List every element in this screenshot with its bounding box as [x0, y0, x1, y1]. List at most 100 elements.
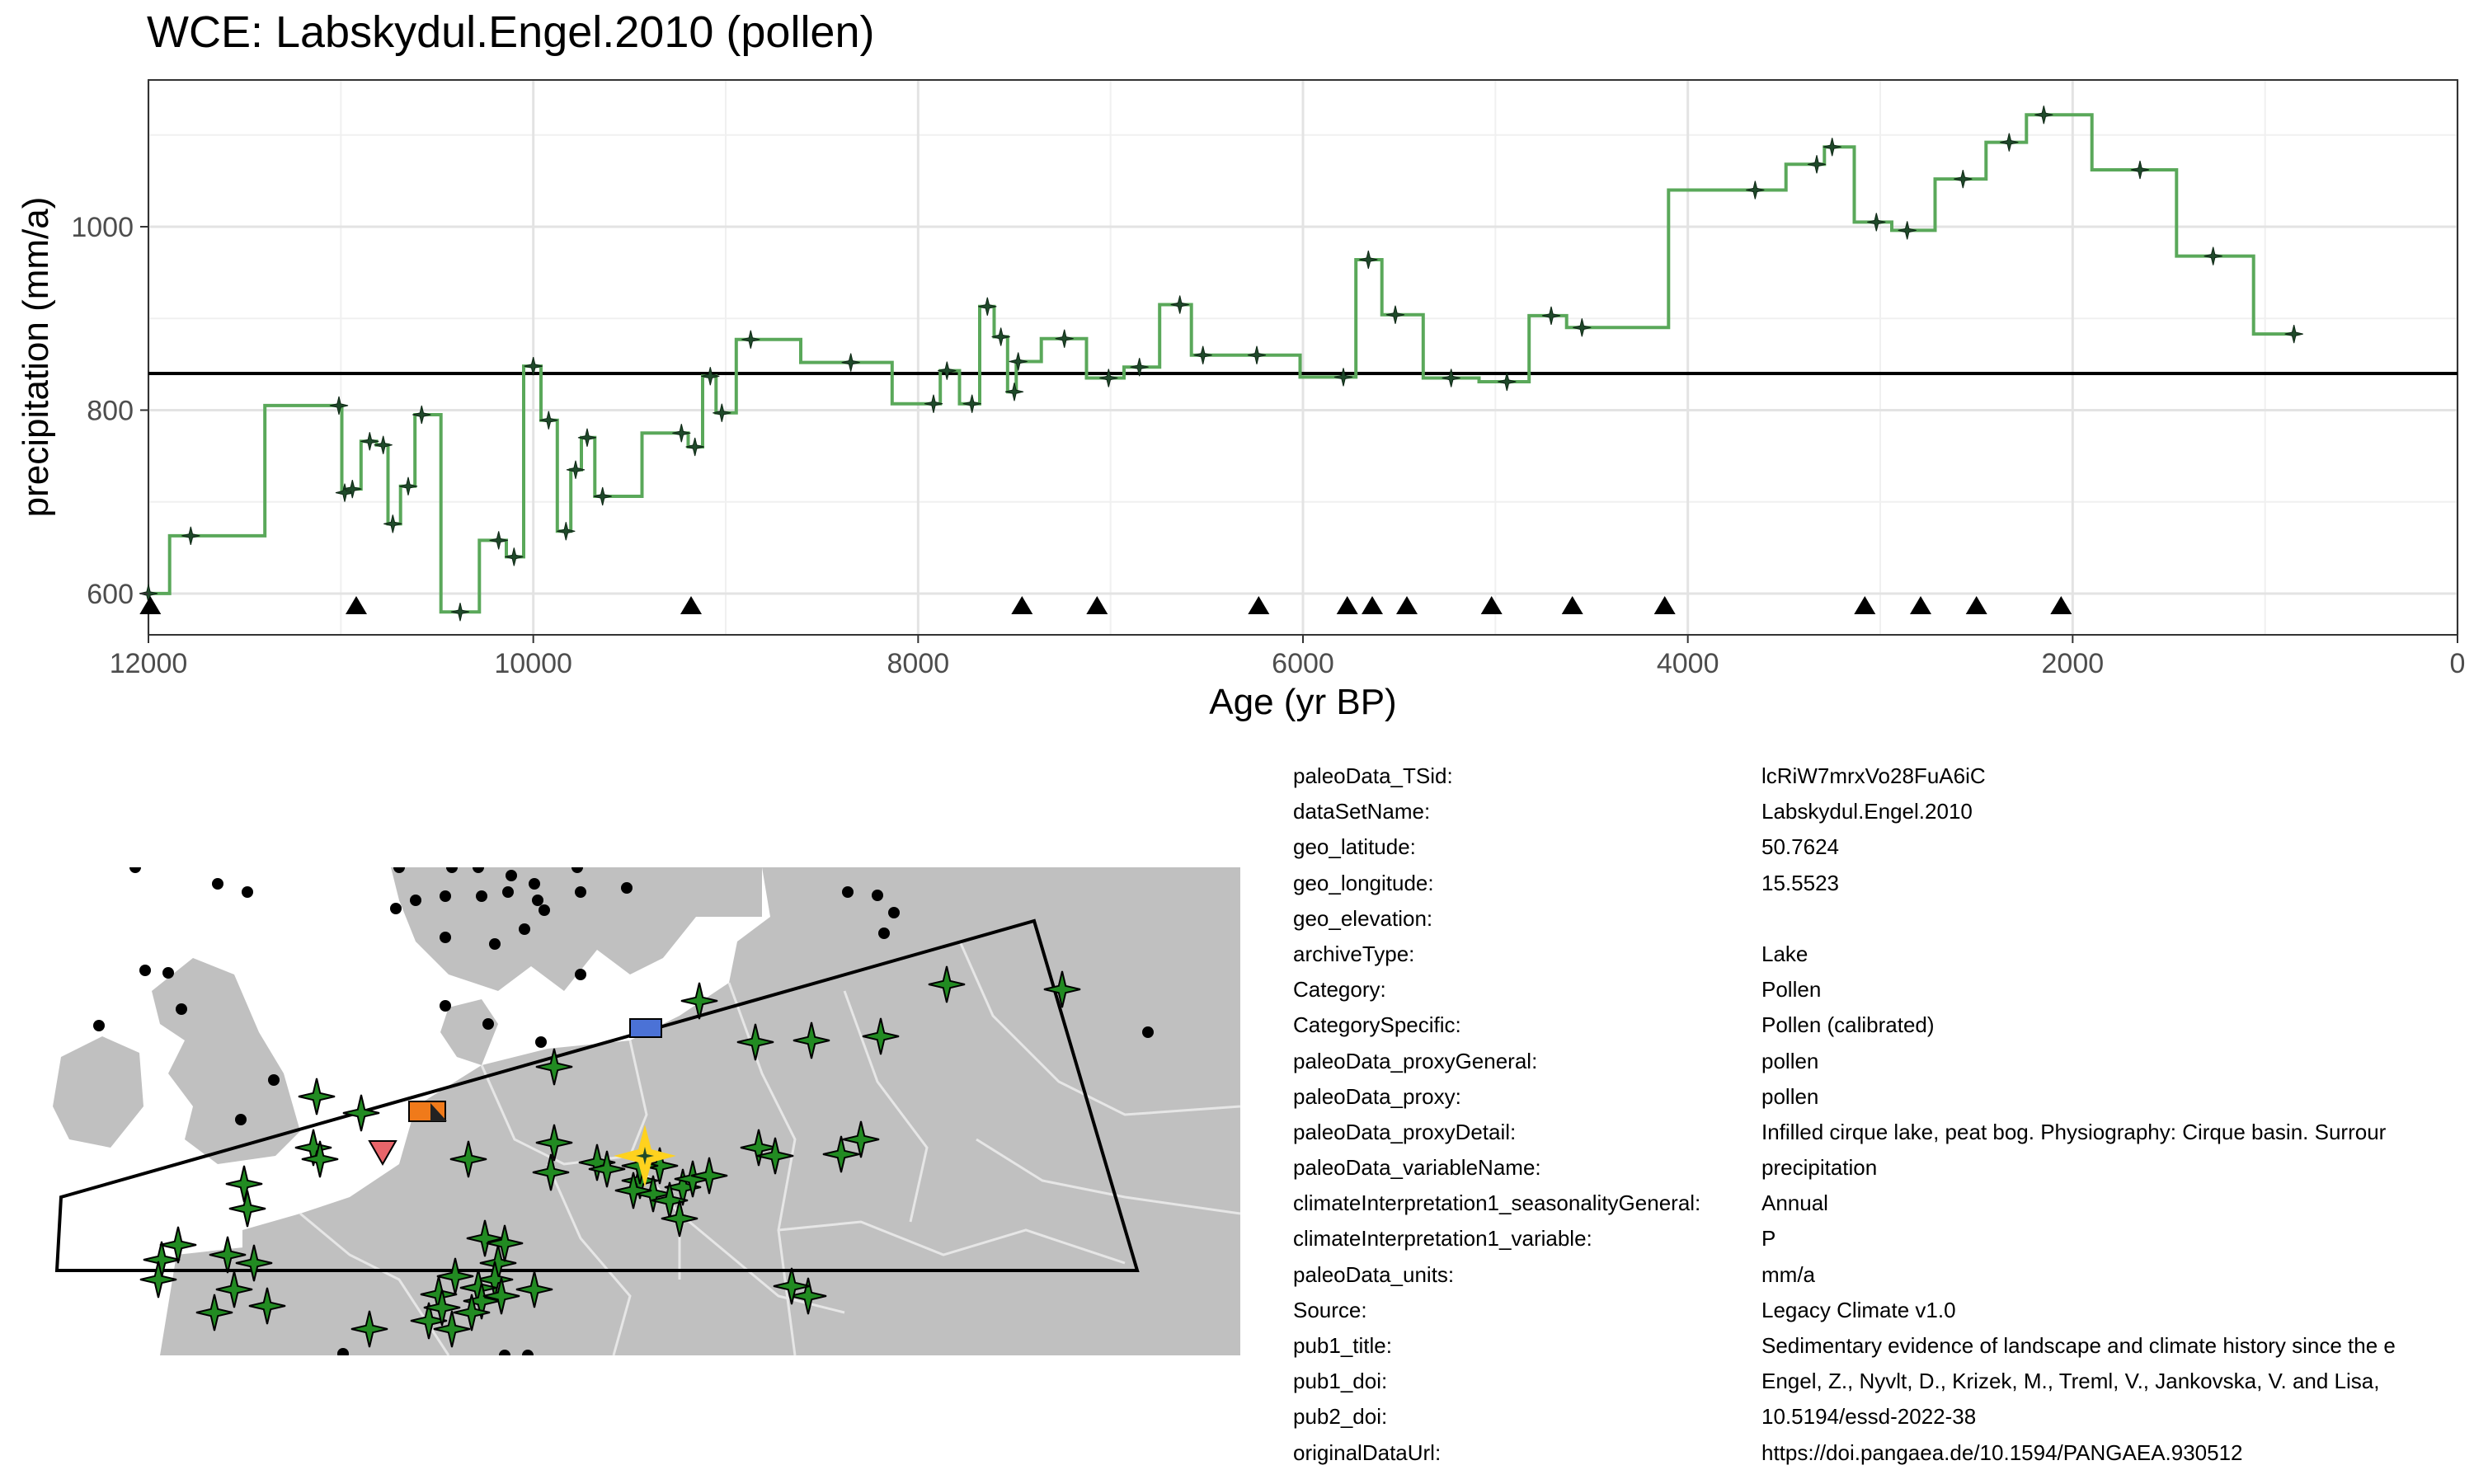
- selected-site-center: [636, 1147, 654, 1165]
- site-dot: [410, 895, 421, 906]
- metadata-key: pub2_doi:: [1293, 1404, 1388, 1430]
- metadata-row: paleoData_proxyDetail: Infilled cirque la…: [1293, 1116, 2474, 1152]
- land-continent: [242, 867, 1240, 1355]
- site-dot: [212, 878, 223, 890]
- region-site-star: [301, 1140, 339, 1178]
- metadata-key: paleoData_TSid:: [1293, 763, 1453, 788]
- region-site-star: [482, 1277, 520, 1315]
- site-dot: [888, 907, 900, 918]
- data-point: [593, 486, 612, 506]
- metadata-value: Legacy Climate v1.0: [1761, 1297, 1956, 1322]
- x-tick-label: 8000: [887, 648, 950, 679]
- metadata-key: pub1_title:: [1293, 1333, 1392, 1358]
- region-site-star: [466, 1219, 504, 1257]
- land-great-britain: [152, 958, 300, 1164]
- metadata-value: Lake: [1761, 941, 1808, 966]
- metadata-value: 15.5523: [1761, 870, 1839, 895]
- metadata-key: CategorySpecific:: [1293, 1012, 1461, 1038]
- site-dot: [139, 965, 151, 976]
- metadata-row: originalDataUrl: https://doi.pangaea.de/1…: [1293, 1437, 2474, 1472]
- region-site-star: [690, 1157, 728, 1195]
- chronology-marker: [1362, 596, 1383, 614]
- region-site-star: [740, 1129, 778, 1167]
- region-site-star: [614, 1172, 652, 1209]
- chronology-marker: [1965, 596, 1987, 614]
- data-point: [2204, 247, 2222, 265]
- metadata-row: paleoData_TSid: lcRiW7mrxVo28FuA6iC: [1293, 760, 2474, 796]
- metadata-value: pollen: [1761, 1048, 1819, 1073]
- site-dot: [575, 886, 586, 898]
- data-point: [1867, 213, 1886, 232]
- region-site-star: [756, 1137, 794, 1175]
- site-dot: [93, 1020, 105, 1031]
- region-site-star: [822, 1135, 860, 1173]
- border-line: [679, 1212, 845, 1314]
- region-site-star: [139, 1261, 177, 1298]
- region-site-star: [159, 1226, 197, 1264]
- data-point: [2034, 106, 2053, 124]
- blue-site-marker: [629, 1018, 662, 1038]
- site-dot: [535, 1036, 547, 1048]
- chronology-marker: [1086, 596, 1108, 614]
- data-point: [713, 403, 731, 422]
- x-tick-label: 2000: [2042, 648, 2105, 679]
- site-dot: [842, 886, 854, 898]
- site-dot: [1142, 1026, 1154, 1038]
- border-line: [976, 1138, 1240, 1215]
- region-site-star: [588, 1150, 626, 1188]
- data-point: [1442, 369, 1460, 387]
- data-point: [1498, 372, 1517, 392]
- metadata-key: paleoData_units:: [1293, 1261, 1455, 1287]
- metadata-value: mm/a: [1761, 1261, 1815, 1287]
- metadata-row: paleoData_variableName: precipitation: [1293, 1152, 2474, 1187]
- metadata-key: paleoData_proxyGeneral:: [1293, 1048, 1538, 1073]
- site-dot: [489, 938, 501, 950]
- region-site-star: [862, 1017, 900, 1055]
- region-site-star: [410, 1302, 448, 1340]
- data-point: [1055, 329, 1074, 348]
- data-point: [335, 483, 355, 502]
- data-point: [412, 405, 431, 425]
- data-point: [329, 396, 349, 416]
- metadata-value: Infilled cirque lake, peat bog. Physiogr…: [1761, 1119, 2387, 1144]
- data-point: [566, 460, 586, 479]
- region-site-star: [532, 1153, 570, 1191]
- metadata-row: pub1_doi: Engel, Z., Nyvlt, D., Krizek, M…: [1293, 1365, 2474, 1401]
- region-site-star: [433, 1310, 471, 1348]
- chronology-marker: [1910, 596, 1931, 614]
- region-site-star: [680, 982, 718, 1020]
- data-point: [1541, 306, 1561, 326]
- chronology-marker: [680, 596, 702, 614]
- site-dot: [440, 932, 451, 943]
- data-point: [701, 367, 720, 386]
- metadata-key: geo_longitude:: [1293, 870, 1434, 895]
- region-site-star: [449, 1140, 487, 1178]
- region-site-star: [248, 1287, 286, 1325]
- region-site-star: [1043, 970, 1081, 1008]
- metadata-key: dataSetName:: [1293, 799, 1431, 824]
- border-line: [546, 1163, 632, 1355]
- data-point: [2130, 160, 2150, 180]
- y-axis-label: precipitation (mm/a): [16, 197, 56, 518]
- y-tick-label: 800: [87, 395, 134, 426]
- data-point: [1099, 369, 1118, 387]
- metadata-row: archiveType: Lake: [1293, 938, 2474, 974]
- data-point: [505, 547, 524, 566]
- site-dot: [440, 1000, 451, 1012]
- site-dot: [440, 890, 451, 902]
- data-point: [360, 432, 379, 451]
- data-point: [1359, 250, 1378, 270]
- site-dot: [476, 890, 487, 902]
- data-point: [2000, 133, 2019, 152]
- metadata-key: Source:: [1293, 1297, 1367, 1322]
- site-dot: [337, 1348, 349, 1355]
- data-point: [1746, 181, 1765, 200]
- chronology-marker: [1480, 596, 1503, 614]
- site-dot: [502, 886, 514, 898]
- border-line: [843, 990, 929, 1223]
- metadata-row: geo_longitude: 15.5523: [1293, 867, 2474, 903]
- data-point: [2284, 324, 2303, 344]
- chronology-marker: [1248, 596, 1270, 614]
- region-site-star: [486, 1224, 524, 1262]
- site-dot: [129, 867, 141, 873]
